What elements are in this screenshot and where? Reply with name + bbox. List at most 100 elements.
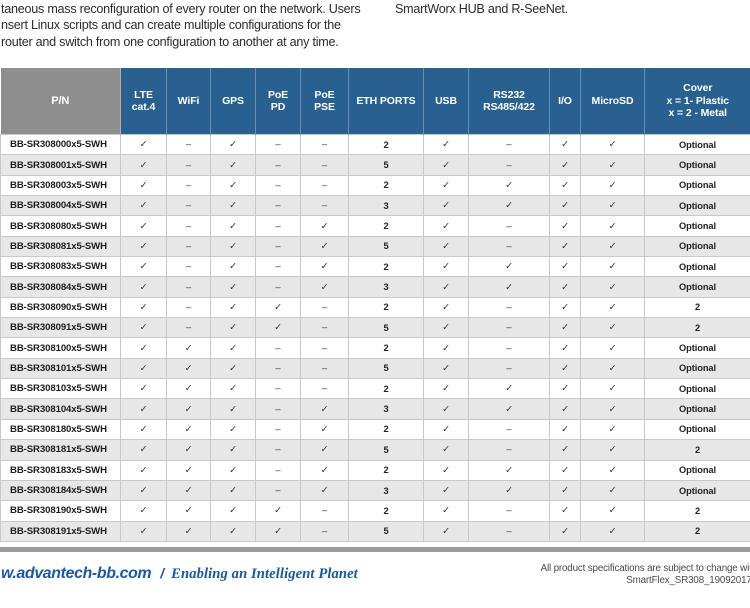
check-icon: ✓ [580,439,645,461]
col-header-cover: Cover x = 1- Plastic x = 2 - Metal [644,68,750,135]
value-cell: 2 [348,133,424,156]
part-number-cell: BB-SR308190x5-SWH [0,500,121,522]
check-icon: ✓ [210,154,256,176]
dash-icon: – [300,195,349,217]
check-icon: ✓ [580,479,645,502]
check-icon: ✓ [549,378,581,400]
dash-icon: – [166,317,211,339]
check-icon: ✓ [423,459,469,481]
check-icon: ✓ [423,439,469,461]
table-row: BB-SR308190x5-SWH ✓ ✓ ✓ ✓ –2 ✓ – ✓ ✓ 2 [0,500,750,522]
col-header-poe-pd: PoE PD [255,68,301,135]
check-icon: ✓ [468,459,550,481]
product-table: P/N LTE cat.4 WiFi GPS PoE PD PoE PSE ET… [0,68,750,542]
check-icon: ✓ [166,439,211,461]
check-icon: ✓ [580,520,645,542]
footer-branding: w.advantech-bb.com / Enabling an Intellige… [1,565,358,583]
dash-icon: – [166,195,211,217]
value-cell: Optional [644,256,750,278]
check-icon: ✓ [423,174,469,197]
value-cell: 2 [644,296,750,319]
check-icon: ✓ [423,256,469,278]
value-cell: 2 [348,337,424,359]
check-icon: ✓ [549,276,581,298]
check-icon: ✓ [166,378,211,400]
check-icon: ✓ [580,500,645,522]
check-icon: ✓ [580,133,645,156]
table-row: BB-SR308180x5-SWH ✓ ✓ ✓ – ✓ 2 ✓ – ✓ ✓ Optional [0,418,750,441]
value-cell: Optional [644,357,750,380]
website-link[interactable]: w.advantech-bb.com [1,565,152,582]
check-icon: ✓ [166,500,211,522]
check-icon: ✓ [255,317,301,339]
dash-icon: – [468,154,550,176]
check-icon: ✓ [210,398,256,420]
check-icon: ✓ [468,174,550,197]
check-icon: ✓ [210,500,256,522]
value-cell: 2 [644,439,750,461]
value-cell: Optional [644,174,750,197]
value-cell: 2 [348,378,424,400]
check-icon: ✓ [210,520,256,542]
check-icon: ✓ [166,357,211,380]
dash-icon: – [300,133,349,156]
footer-doc-id: SmartFlex_SR308_19092017d [626,574,750,586]
check-icon: ✓ [210,195,256,217]
check-icon: ✓ [549,439,581,461]
dash-icon: – [255,276,301,298]
check-icon: ✓ [549,357,581,380]
check-icon: ✓ [549,215,581,237]
intro-paragraph-left: taneous mass reconfiguration of every ro… [1,1,379,50]
dash-icon: – [255,235,301,258]
dash-icon: – [468,500,550,522]
value-cell: 3 [348,479,424,502]
check-icon: ✓ [120,459,167,481]
dash-icon: – [255,133,301,156]
check-icon: ✓ [580,317,645,339]
part-number-cell: BB-SR308000x5-SWH [0,133,121,156]
col-header-io: I/O [549,68,581,135]
col-header-gps: GPS [210,68,256,135]
check-icon: ✓ [580,195,645,217]
check-icon: ✓ [255,500,301,522]
check-icon: ✓ [120,378,167,400]
value-cell: 3 [348,195,424,217]
part-number-cell: BB-SR308183x5-SWH [0,459,121,481]
value-cell: 2 [644,520,750,542]
check-icon: ✓ [166,479,211,502]
value-cell: 2 [644,500,750,522]
dash-icon: – [166,256,211,278]
check-icon: ✓ [423,398,469,420]
check-icon: ✓ [423,317,469,339]
check-icon: ✓ [423,235,469,258]
dash-icon: – [255,357,301,380]
dash-icon: – [300,337,349,359]
check-icon: ✓ [423,479,469,502]
value-cell: 5 [348,520,424,542]
dash-icon: – [468,296,550,319]
value-cell: Optional [644,398,750,420]
value-cell: 3 [348,276,424,298]
dash-icon: – [255,174,301,197]
part-number-cell: BB-SR308081x5-SWH [0,235,121,258]
footer-slash: / [160,565,165,581]
dash-icon: – [166,133,211,156]
check-icon: ✓ [549,256,581,278]
check-icon: ✓ [120,296,167,319]
check-icon: ✓ [210,459,256,481]
check-icon: ✓ [255,296,301,319]
check-icon: ✓ [580,337,645,359]
check-icon: ✓ [210,256,256,278]
check-icon: ✓ [210,317,256,339]
dash-icon: – [468,235,550,258]
value-cell: 5 [348,235,424,258]
dash-icon: – [166,174,211,197]
part-number-cell: BB-SR308084x5-SWH [0,276,121,298]
dash-icon: – [166,154,211,176]
value-cell: 2 [644,317,750,339]
check-icon: ✓ [549,195,581,217]
dash-icon: – [255,195,301,217]
col-header-lte: LTE cat.4 [120,68,167,135]
col-header-microsd: MicroSD [580,68,645,135]
dash-icon: – [255,154,301,176]
